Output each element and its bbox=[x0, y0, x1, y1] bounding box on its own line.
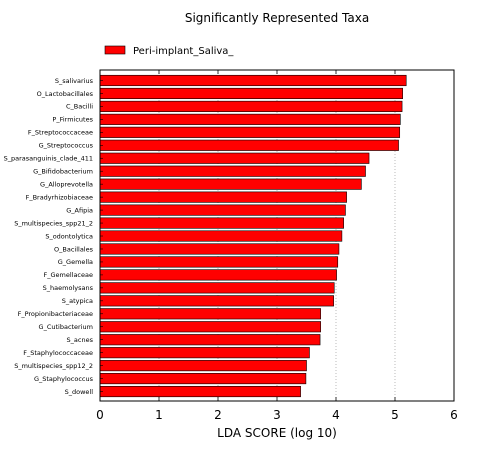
bar bbox=[99, 165, 366, 177]
legend-label: Peri-implant_Saliva_ bbox=[133, 46, 234, 57]
y-tick-label: F_Gemellaceae bbox=[43, 271, 93, 279]
y-tick-label: G_Alloprevotella bbox=[40, 180, 93, 188]
y-tick-label: G_Staphylococcus bbox=[34, 375, 94, 383]
bar bbox=[99, 217, 344, 229]
x-tick-label: 6 bbox=[450, 408, 458, 422]
x-tick-label: 4 bbox=[332, 408, 340, 422]
x-tick-label: 3 bbox=[273, 408, 281, 422]
bar bbox=[99, 100, 403, 112]
bar bbox=[99, 321, 321, 333]
y-tick-label: S_dowell bbox=[65, 388, 94, 396]
y-tick-label: G_Cutibacterium bbox=[39, 323, 93, 331]
y-tick-labels: S_salivarius O_Lactobacillales C_Bacilli P_… bbox=[4, 77, 103, 396]
x-tick-label: 2 bbox=[214, 408, 222, 422]
bar bbox=[99, 87, 403, 100]
bar bbox=[99, 360, 307, 372]
plot-frame bbox=[99, 69, 455, 402]
y-tick-label: S_haemolysans bbox=[43, 284, 94, 292]
y-tick-label: G_Streptococcus bbox=[39, 142, 94, 150]
bar bbox=[99, 139, 399, 151]
legend: Peri-implant_Saliva_ bbox=[104, 45, 234, 57]
y-tick-label: F_Staphylococcaceae bbox=[23, 349, 93, 357]
bar bbox=[99, 308, 321, 320]
y-tick-label: S_multispecies_spp21_2 bbox=[14, 219, 93, 227]
bar bbox=[99, 113, 401, 125]
y-tick-label: O_Bacillales bbox=[54, 245, 94, 253]
x-tick-label: 1 bbox=[155, 408, 163, 422]
bar bbox=[99, 152, 370, 164]
y-tick-label: S_multispecies_spp12_2 bbox=[14, 362, 93, 370]
y-tick-label: C_Bacilli bbox=[66, 103, 93, 111]
x-ticks: 0 1 2 3 4 5 6 bbox=[96, 70, 458, 422]
bar bbox=[99, 347, 310, 359]
bar bbox=[99, 230, 343, 242]
bar bbox=[99, 269, 337, 281]
bar bbox=[99, 373, 307, 385]
y-tick-label: S_salivarius bbox=[55, 77, 94, 85]
bar bbox=[99, 74, 407, 87]
y-tick-label: F_Streptococcaceae bbox=[28, 129, 93, 137]
y-tick-label: G_Gemella bbox=[58, 258, 93, 266]
bar bbox=[99, 385, 301, 398]
x-axis-label: LDA SCORE (log 10) bbox=[217, 426, 337, 440]
bar bbox=[99, 295, 334, 307]
y-tick-label: G_Bifidobacterium bbox=[33, 168, 93, 176]
x-tick-label: 5 bbox=[391, 408, 399, 422]
bar bbox=[99, 126, 401, 138]
legend-swatch bbox=[104, 45, 126, 55]
bar bbox=[99, 204, 346, 216]
y-tick-label: S_acnes bbox=[67, 336, 94, 344]
chart-title: Significantly Represented Taxa bbox=[185, 11, 369, 25]
y-tick-label: S_atypica bbox=[62, 297, 93, 305]
y-tick-label: S_parasanguinis_clade_411 bbox=[4, 155, 93, 163]
bars bbox=[99, 74, 407, 398]
y-tick-label: G_Afipia bbox=[66, 206, 93, 214]
bar bbox=[99, 191, 347, 203]
bar bbox=[99, 178, 362, 190]
bar bbox=[99, 256, 339, 268]
x-tick-label: 0 bbox=[96, 408, 104, 422]
y-tick-label: F_Propionibacteriaceae bbox=[18, 310, 93, 318]
bar bbox=[99, 334, 321, 346]
bar bbox=[99, 243, 340, 255]
y-tick-label: O_Lactobacillales bbox=[37, 90, 94, 98]
y-tick-label: F_Bradyrhizobiaceae bbox=[26, 193, 93, 201]
y-tick-label: S_odontolytica bbox=[45, 232, 93, 240]
y-tick-label: P_Firmicutes bbox=[52, 116, 93, 124]
bar bbox=[99, 282, 335, 294]
